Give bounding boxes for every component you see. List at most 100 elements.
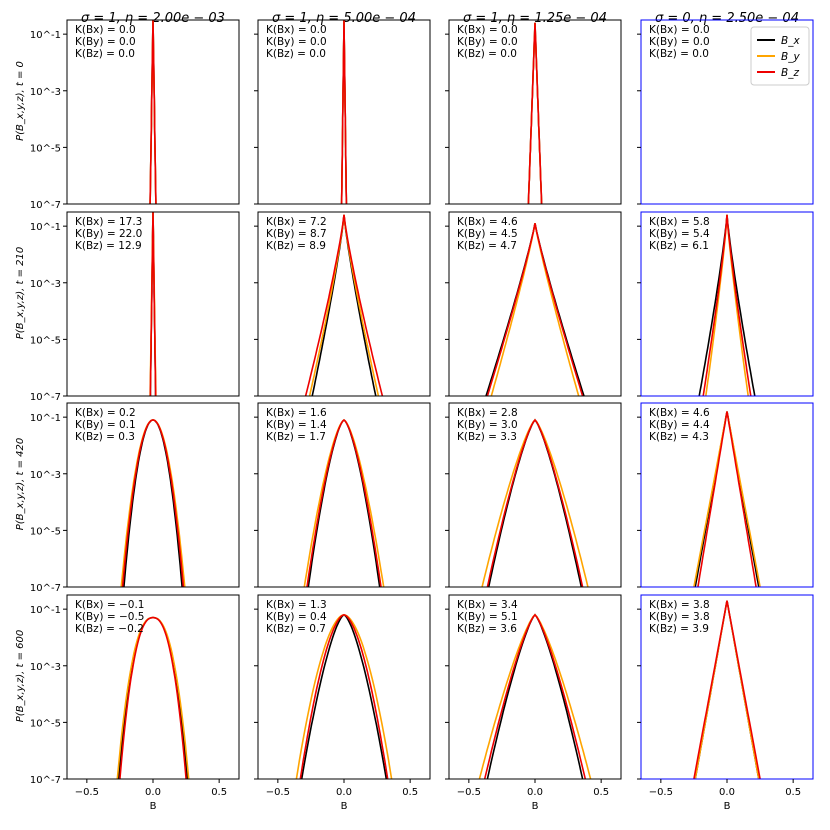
curve-Bz-r2-c2	[486, 418, 584, 588]
column-title-2: σ = 1, η = 1.25e − 04	[463, 11, 607, 26]
curve-By-r0-c2	[527, 22, 543, 205]
panel-r0-c1: K(Bx) = 0.0K(By) = 0.0K(Bz) = 0.0	[254, 19, 431, 205]
x-tick-label: 0.0	[336, 787, 352, 798]
y-tick-label: 10^-3	[30, 470, 61, 481]
x-tick-label: 0.0	[719, 787, 735, 798]
kurtosis-Bx-r2-c0: K(Bx) = 0.2	[75, 407, 136, 419]
kurtosis-Bx-r2-c3: K(Bx) = 4.6	[649, 407, 710, 419]
y-tick-label: 10^-7	[30, 200, 61, 211]
x-tick-label: −0.5	[266, 787, 290, 798]
kurtosis-Bz-r1-c2: K(Bz) = 4.7	[457, 240, 517, 252]
kurtosis-Bz-r2-c2: K(Bz) = 3.3	[457, 431, 517, 443]
kurtosis-Bz-r3-c2: K(Bz) = 3.6	[457, 623, 517, 635]
panel-frame-r2-c3	[640, 402, 814, 588]
panel-r3-c3: K(Bx) = 3.8K(By) = 3.8K(Bz) = 3.9 −0.5 0.0…	[637, 594, 814, 812]
curve-Bz-r0-c0	[149, 19, 157, 205]
y-tick-label: 10^-5	[30, 335, 61, 346]
panel-r2-c3: K(Bx) = 4.6K(By) = 4.4K(Bz) = 4.3	[637, 402, 814, 588]
panel-frame-r2-c1	[257, 402, 431, 588]
panel-r1-c1: K(Bx) = 7.2K(By) = 8.7K(Bz) = 8.9	[254, 211, 431, 397]
x-tick-label: −0.5	[75, 787, 99, 798]
kurtosis-Bz-r1-c0: K(Bz) = 12.9	[75, 240, 142, 252]
curve-Bz-r2-c1	[306, 418, 382, 588]
panel-r1-c3: K(Bx) = 5.8K(By) = 5.4K(Bz) = 6.1	[637, 211, 814, 397]
kurtosis-By-r1-c1: K(By) = 8.7	[266, 228, 327, 240]
kurtosis-By-r1-c0: K(By) = 22.0	[75, 228, 142, 240]
y-tick-label: 10^-1	[30, 413, 61, 424]
x-axis-label: B	[341, 801, 348, 812]
kurtosis-Bz-r0-c0: K(Bz) = 0.0	[75, 48, 135, 60]
kurtosis-Bx-r1-c1: K(Bx) = 7.2	[266, 216, 327, 228]
kurtosis-Bx-r2-c1: K(Bx) = 1.6	[266, 407, 327, 419]
kurtosis-Bx-r3-c1: K(Bx) = 1.3	[266, 599, 327, 611]
x-tick-label: 0.5	[785, 787, 801, 798]
y-tick-label: 10^-7	[30, 392, 61, 403]
y-tick-label: 10^-1	[30, 605, 61, 616]
kurtosis-Bx-r1-c3: K(Bx) = 5.8	[649, 216, 710, 228]
kurtosis-By-r3-c1: K(By) = 0.4	[266, 611, 327, 623]
row-ylabel-3: P(B_x,y,z), t = 600	[15, 630, 26, 722]
panel-frame-r0-c1	[257, 19, 431, 205]
curve-Bz-r2-c0	[121, 419, 185, 588]
row-ylabel-2: P(B_x,y,z), t = 420	[15, 438, 26, 530]
curve-Bz-r1-c0	[149, 211, 157, 396]
x-tick-label: 0.0	[145, 787, 161, 798]
kurtosis-Bz-r2-c1: K(Bz) = 1.7	[266, 431, 326, 443]
curve-Bz-r1-c2	[486, 223, 584, 397]
x-tick-label: −0.5	[649, 787, 673, 798]
panel-frame-r0-c3	[640, 19, 814, 205]
curve-Bz-r3-c1	[299, 613, 389, 780]
row-ylabel-0: P(B_x,y,z), t = 0	[15, 61, 26, 141]
kurtosis-Bx-r0-c1: K(Bx) = 0.0	[266, 24, 327, 36]
panel-frame-r2-c2	[448, 402, 622, 588]
curve-Bz-r3-c0	[119, 616, 187, 780]
y-tick-label: 10^-3	[30, 279, 61, 290]
kurtosis-Bx-r0-c3: K(Bx) = 0.0	[649, 24, 710, 36]
kurtosis-By-r1-c2: K(By) = 4.5	[457, 228, 518, 240]
curve-Bz-r1-c3	[702, 214, 752, 397]
kurtosis-Bx-r0-c2: K(Bx) = 0.0	[457, 24, 518, 36]
panel-r1-c2: K(Bx) = 4.6K(By) = 4.5K(Bz) = 4.7	[445, 211, 622, 397]
x-tick-label: 0.5	[402, 787, 418, 798]
y-tick-label: 10^-3	[30, 87, 61, 98]
kurtosis-Bx-r3-c3: K(Bx) = 3.8	[649, 599, 710, 611]
kurtosis-Bz-r2-c0: K(Bz) = 0.3	[75, 431, 135, 443]
panel-frame-r2-c0	[66, 402, 240, 588]
curve-By-r2-c2	[481, 418, 589, 588]
curve-By-r1-c3	[705, 214, 749, 397]
kurtosis-By-r0-c0: K(By) = 0.0	[75, 36, 136, 48]
panel-frame-r1-c1	[257, 211, 431, 397]
column-title-3: σ = 0, η = 2.50e − 04	[655, 11, 799, 26]
kurtosis-Bz-r0-c1: K(Bz) = 0.0	[266, 48, 326, 60]
curve-Bx-r2-c0	[123, 419, 183, 588]
kurtosis-Bz-r2-c3: K(Bz) = 4.3	[649, 431, 709, 443]
y-tick-label: 10^-5	[30, 143, 61, 154]
y-tick-label: 10^-1	[30, 30, 61, 41]
panel-r1-c0: K(Bx) = 17.3K(By) = 22.0K(Bz) = 12.9 10^-…	[30, 211, 240, 403]
panel-r2-c1: K(Bx) = 1.6K(By) = 1.4K(Bz) = 1.7	[254, 402, 431, 588]
curve-Bz-r0-c1	[340, 19, 348, 205]
curve-Bx-r2-c2	[487, 418, 583, 588]
panel-frame-r1-c0	[66, 211, 240, 397]
kurtosis-Bz-r0-c2: K(Bz) = 0.0	[457, 48, 517, 60]
curve-Bx-r0-c2	[527, 22, 543, 205]
curve-Bz-r3-c2	[483, 613, 587, 780]
panel-frame-r0-c2	[448, 19, 622, 205]
kurtosis-By-r3-c2: K(By) = 5.1	[457, 611, 518, 623]
kurtosis-Bz-r1-c3: K(Bz) = 6.1	[649, 240, 709, 252]
y-tick-label: 10^-1	[30, 222, 61, 233]
curve-Bz-r1-c1	[304, 214, 384, 397]
kurtosis-Bx-r1-c0: K(Bx) = 17.3	[75, 216, 142, 228]
kurtosis-By-r0-c3: K(By) = 0.0	[649, 36, 710, 48]
kurtosis-By-r0-c2: K(By) = 0.0	[457, 36, 518, 48]
kurtosis-Bx-r3-c2: K(Bx) = 3.4	[457, 599, 518, 611]
panel-r2-c2: K(Bx) = 2.8K(By) = 3.0K(Bz) = 3.3	[445, 402, 622, 588]
curve-By-r3-c1	[295, 613, 393, 780]
panel-frame-r0-c0	[66, 19, 240, 205]
panel-r3-c0: K(Bx) = −0.1K(By) = −0.5K(Bz) = −0.2 10^-…	[30, 594, 240, 812]
x-axis-label: B	[532, 801, 539, 812]
kurtosis-Bx-r1-c2: K(Bx) = 4.6	[457, 216, 518, 228]
panel-r2-c0: K(Bx) = 0.2K(By) = 0.1K(Bz) = 0.3 10^-1 10…	[30, 402, 240, 594]
legend-box	[750, 26, 810, 86]
